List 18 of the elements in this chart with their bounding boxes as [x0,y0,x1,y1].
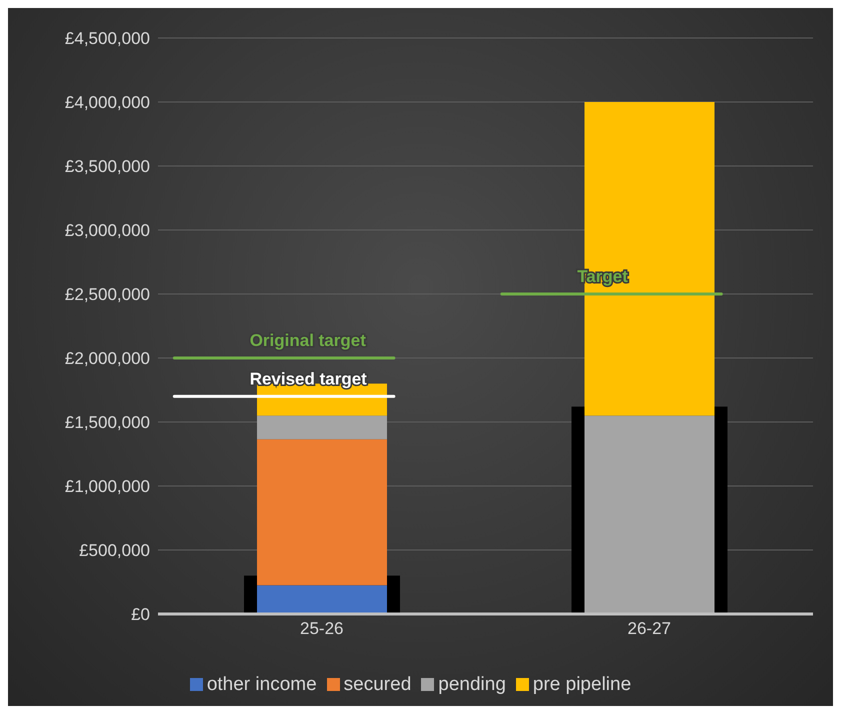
y-tick-label: £3,000,000 [64,221,150,240]
y-tick-label: £0 [131,605,150,624]
y-tick-label: £500,000 [79,541,150,560]
y-tick-label: £2,500,000 [64,285,150,304]
y-tick-label: £1,500,000 [64,413,150,432]
y-tick-label: £2,000,000 [64,349,150,368]
y-tick-label: £1,000,000 [64,477,150,496]
y-tick-label: £3,500,000 [64,157,150,176]
y-tick-label: £4,000,000 [64,93,150,112]
x-tick-label: 25-26 [300,619,344,638]
legend-label: pre pipeline [532,674,632,695]
legend-label: secured [344,674,412,695]
legend-label: other income [206,674,317,695]
annotation: Original target [250,331,366,350]
legend-label: pending [438,674,506,695]
y-tick-label: £4,500,000 [64,29,150,48]
x-tick-label: 26-27 [628,619,671,638]
annotation: Revised target [250,369,368,388]
